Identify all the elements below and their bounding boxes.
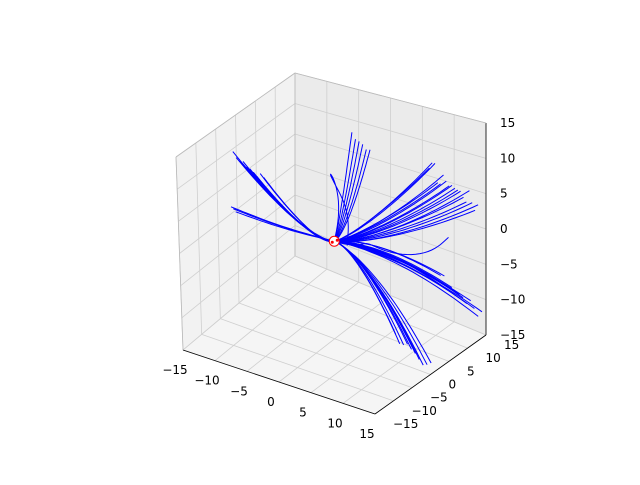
field-line (334, 174, 444, 242)
y-tick-label: 15 (504, 338, 519, 352)
z-tick-label: 10 (500, 151, 515, 165)
x-tick-label: 5 (299, 406, 307, 420)
z-tick-label: 5 (500, 187, 508, 201)
field-line (334, 240, 445, 277)
field-line (333, 149, 367, 242)
grid-left-z (176, 103, 296, 190)
y-axis-line (374, 334, 487, 415)
origin-point (330, 240, 334, 244)
field-line (334, 202, 473, 243)
grid-back-z (294, 103, 487, 159)
field-line (334, 240, 483, 313)
field-loop (334, 237, 449, 256)
pane-edge (294, 72, 487, 124)
z-tick-label: −15 (500, 328, 525, 342)
field-line (334, 190, 470, 242)
field-line (334, 184, 453, 242)
y-tick-label: 5 (467, 364, 475, 378)
grid-floor-y (276, 271, 468, 349)
x-tick-label: −10 (194, 374, 219, 388)
y-tick-label: 0 (449, 378, 457, 392)
y-tick-label: −10 (412, 404, 437, 418)
z-tick-label: 15 (500, 116, 515, 130)
field-line (334, 190, 461, 242)
origin-markers (328, 235, 340, 247)
x-tick-label: −5 (230, 384, 248, 398)
field-line (235, 211, 335, 242)
y-tick-label: −15 (393, 417, 418, 431)
field-line (263, 177, 335, 243)
pane-edge (175, 72, 296, 158)
y-tick-label: −5 (430, 391, 448, 405)
field-line (334, 162, 433, 242)
tick-labels: −15−15−15−10−10−10−5 −5−50005551010101515… (162, 116, 525, 441)
grid-floor-y (294, 255, 487, 336)
x-tick-label: 10 (327, 416, 342, 430)
field-line (334, 149, 371, 242)
grid-lines (175, 72, 487, 415)
field-loop (329, 173, 349, 246)
y-tick-label: 10 (486, 351, 501, 365)
field-line (334, 240, 471, 302)
field-line (334, 187, 456, 242)
field-line (334, 201, 467, 242)
field-line (333, 139, 356, 242)
x-tick-label: 0 (267, 395, 275, 409)
field-line (334, 163, 436, 242)
z-tick-label: 0 (500, 222, 508, 236)
field-line (334, 240, 432, 364)
field-lines (230, 132, 483, 366)
origin-marker (328, 235, 340, 247)
x-axis-line (182, 349, 376, 415)
field-line (334, 180, 447, 242)
field-line (334, 204, 479, 243)
origin-point (335, 238, 339, 242)
axis-lines (175, 72, 487, 415)
x-tick-label: 15 (359, 427, 374, 441)
pane-edge (175, 156, 184, 351)
pane-floor (183, 256, 486, 414)
field-line (333, 141, 360, 242)
z-tick-label: −10 (500, 293, 525, 307)
x-tick-label: −15 (162, 363, 187, 377)
field-line (333, 144, 364, 242)
z-tick-label: −5 (500, 257, 518, 271)
